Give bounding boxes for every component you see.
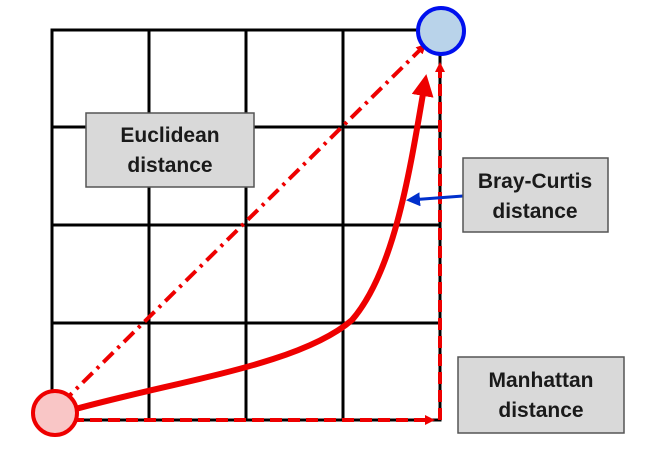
manhattan-label: Manhattan distance [457, 356, 625, 434]
bray-curtis-label-line2: distance [492, 200, 577, 223]
euclidean-label: Euclidean distance [85, 112, 255, 188]
bray-curtis-label-box [462, 157, 609, 233]
manhattan-label-box [457, 356, 625, 434]
bray-curtis-label: Bray-Curtis distance [462, 157, 609, 233]
euclidean-label-line2: distance [127, 154, 212, 177]
bray-curtis-label-line1: Bray-Curtis [478, 170, 592, 193]
euclidean-label-box [85, 112, 255, 188]
manhattan-label-line1: Manhattan [489, 369, 594, 392]
start-point [31, 389, 79, 437]
end-point [416, 6, 466, 56]
euclidean-label-line1: Euclidean [120, 124, 219, 147]
euclidean-path [60, 43, 427, 405]
manhattan-label-line2: distance [498, 399, 583, 422]
bray-curtis-pointer [406, 192, 464, 207]
bray-curtis-path [71, 74, 434, 413]
